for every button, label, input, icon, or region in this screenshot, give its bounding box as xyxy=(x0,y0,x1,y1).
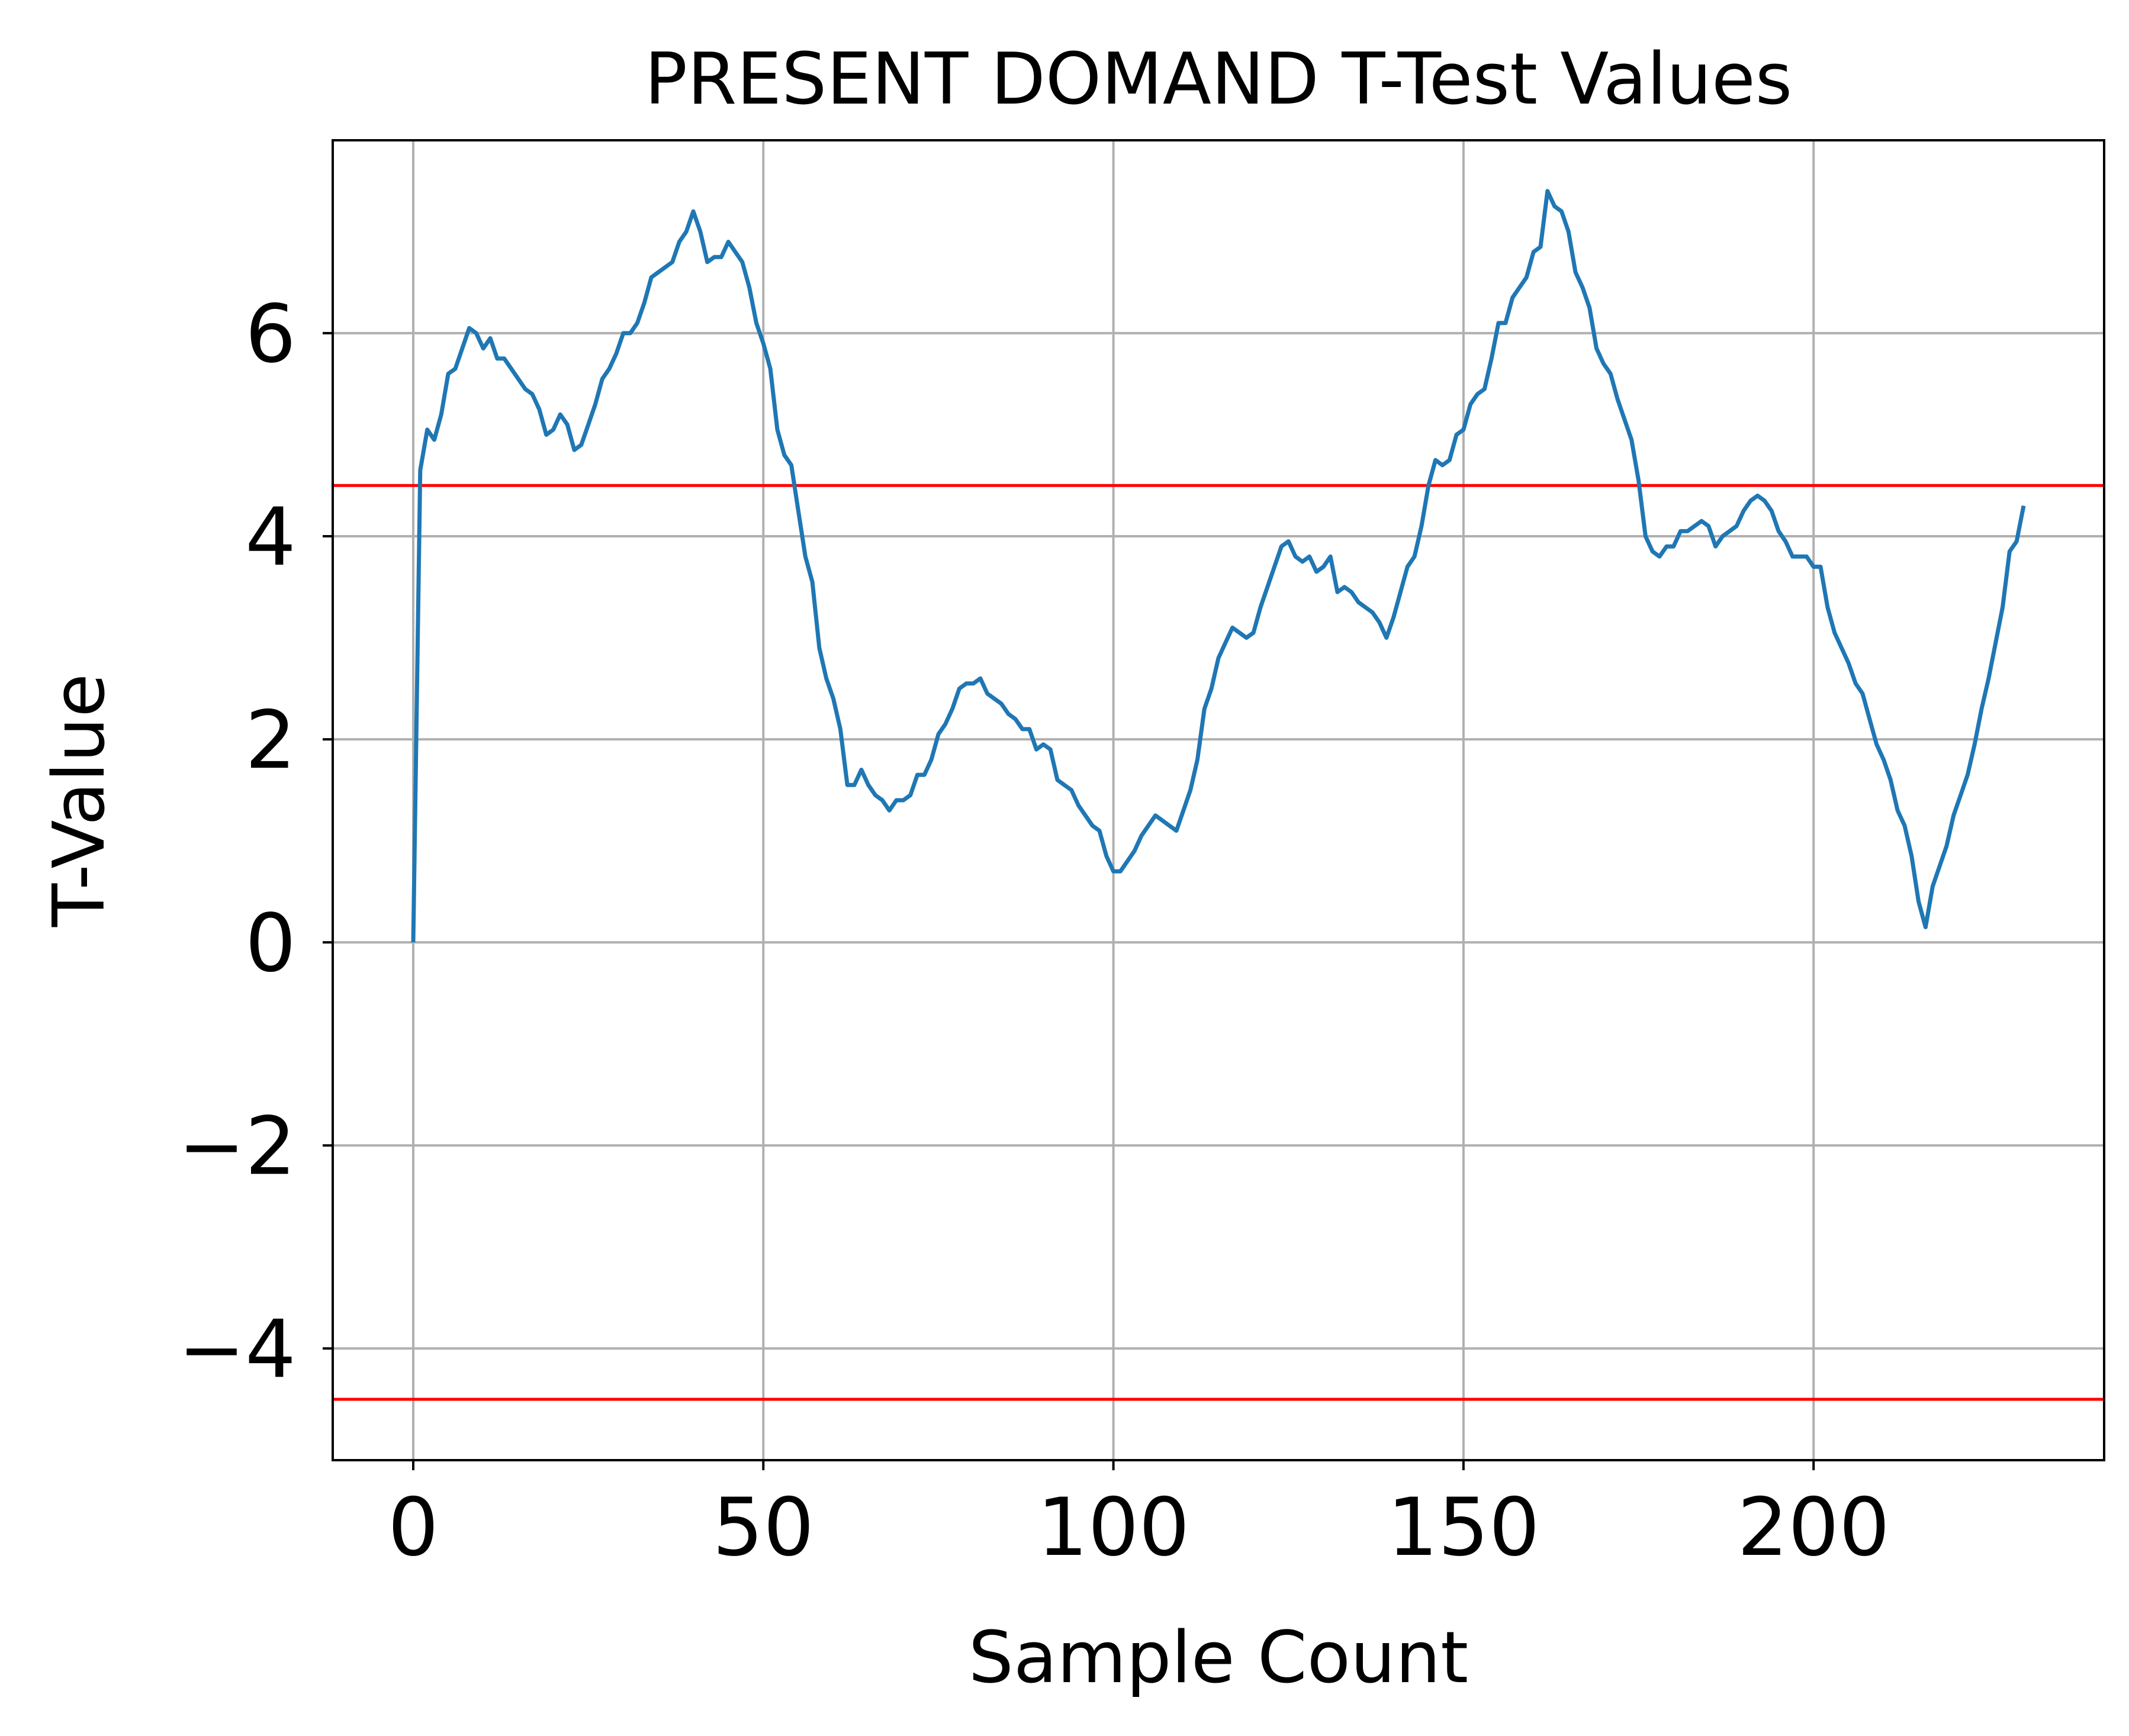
y-tick-label: −2 xyxy=(178,1100,296,1193)
x-tick-label: 0 xyxy=(388,1481,439,1574)
threshold-lines xyxy=(333,484,2104,1401)
y-tick-label: −4 xyxy=(178,1303,296,1396)
y-tick-label: 0 xyxy=(245,897,296,990)
y-tick-label: 4 xyxy=(245,491,296,584)
y-axis-label: T-Value xyxy=(38,674,121,927)
series-lines xyxy=(411,189,2026,943)
x-gridlines xyxy=(412,140,1815,1460)
x-tick-label: 100 xyxy=(1037,1481,1190,1574)
y-axis-ticks: −4 −2 0 2 4 6 xyxy=(178,288,333,1396)
y-tick-label: 2 xyxy=(245,694,296,787)
series-line xyxy=(411,189,2026,943)
x-tick-label: 150 xyxy=(1387,1481,1540,1574)
x-tick-label: 50 xyxy=(712,1481,814,1574)
chart-title: PRESENT DOMAND T-Test Values xyxy=(645,38,1793,121)
x-axis-label: Sample Count xyxy=(969,1617,1468,1699)
y-tick-label: 6 xyxy=(245,288,296,381)
x-axis-ticks: 0 50 100 150 200 xyxy=(388,1460,1890,1574)
x-tick-label: 200 xyxy=(1737,1481,1890,1574)
plot-frame xyxy=(332,139,2105,1461)
